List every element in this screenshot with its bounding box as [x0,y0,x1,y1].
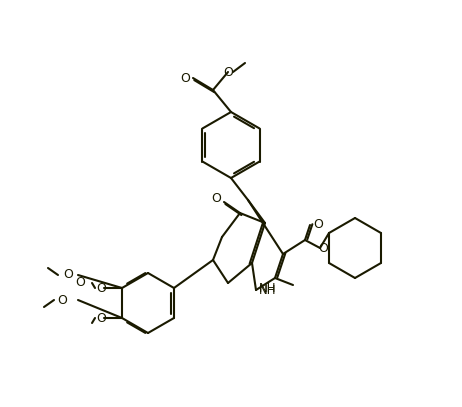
Text: O: O [96,282,106,295]
Text: NH: NH [259,282,276,295]
Text: O: O [75,276,85,289]
Text: O: O [223,66,233,79]
Text: O: O [96,311,106,324]
Text: NH: NH [259,284,276,297]
Text: O: O [63,269,73,282]
Text: O: O [57,293,67,306]
Text: O: O [313,219,323,232]
Text: O: O [318,241,328,254]
Text: O: O [211,192,221,204]
Text: O: O [180,72,190,85]
